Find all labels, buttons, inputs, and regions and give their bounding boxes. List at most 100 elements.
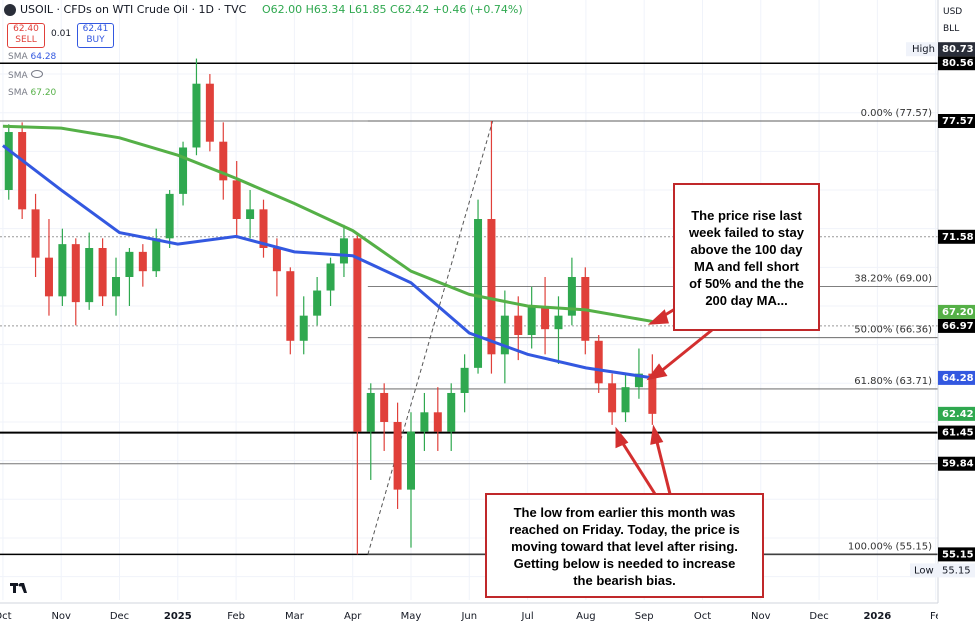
symbol-logo bbox=[4, 4, 16, 16]
buy-button[interactable]: 62.41 BUY bbox=[77, 23, 114, 48]
candle-body bbox=[393, 421, 402, 490]
candle-body bbox=[500, 315, 509, 355]
candle-body bbox=[541, 305, 550, 330]
price-tag-label: 77.57 bbox=[942, 116, 974, 127]
price-tag-label: 80.56 bbox=[942, 58, 974, 69]
price-tag bbox=[938, 304, 975, 319]
moving-average bbox=[2, 124, 653, 323]
candle-body bbox=[71, 244, 80, 303]
x-tick-label: May bbox=[401, 611, 422, 622]
buy-price: 62.41 bbox=[82, 24, 109, 34]
price-tag bbox=[938, 425, 975, 440]
x-tick-label: Nov bbox=[751, 611, 771, 622]
x-tick-label: 2026 bbox=[863, 611, 891, 622]
candle-body bbox=[125, 251, 134, 277]
candle-body bbox=[433, 412, 442, 432]
spread: 0.01 bbox=[51, 29, 72, 39]
fib-label: 100.00% (55.15) bbox=[848, 541, 932, 552]
candle-body bbox=[299, 315, 308, 341]
price-tag-label: 61.45 bbox=[942, 428, 974, 439]
indicator-legend: SMA 64.28 SMA SMA 67.20 bbox=[8, 52, 56, 106]
candle-body bbox=[608, 383, 617, 413]
low-tag-prefix: Low bbox=[914, 565, 934, 576]
indicator-name: SMA bbox=[8, 71, 28, 81]
candle-body bbox=[447, 392, 456, 432]
annotation-line: reached on Friday. Today, the price is bbox=[509, 522, 740, 537]
candle-body bbox=[567, 276, 576, 316]
candle-body bbox=[634, 373, 643, 388]
x-tick-label: Fe bbox=[930, 611, 941, 622]
low-tag-bg bbox=[910, 563, 975, 578]
x-tick-label: Jun bbox=[460, 611, 477, 622]
x-tick-label: Nov bbox=[51, 611, 71, 622]
sell-button[interactable]: 62.40 SELL bbox=[7, 23, 45, 48]
indicator-name: SMA bbox=[8, 88, 28, 98]
candle-body bbox=[4, 132, 13, 191]
x-tick-label: Sep bbox=[635, 611, 654, 622]
candle-body bbox=[460, 367, 469, 393]
candle-body bbox=[487, 219, 496, 355]
annotation-line: The price rise last bbox=[691, 208, 802, 223]
indicator-value: 64.28 bbox=[30, 52, 57, 62]
candle-body bbox=[326, 263, 335, 291]
price-tag-label: 55.15 bbox=[942, 549, 974, 560]
annotation-line: moving toward that level after rising. bbox=[511, 539, 738, 554]
x-tick-label: Oct bbox=[0, 611, 12, 622]
fib-label: 0.00% (77.57) bbox=[861, 108, 932, 119]
annotation-line: of 50% and the the bbox=[689, 276, 804, 291]
candle-body bbox=[165, 193, 174, 239]
x-tick-label: Oct bbox=[694, 611, 711, 622]
symbol-title: USOIL · CFDs on WTI Crude Oil · 1D · TVC bbox=[20, 3, 247, 16]
candle-body bbox=[138, 251, 147, 272]
candle-body bbox=[192, 83, 201, 148]
price-tag-label: 64.28 bbox=[942, 373, 974, 384]
candle-body bbox=[246, 209, 255, 220]
price-tag-label: 80.73 bbox=[942, 44, 974, 55]
moving-average bbox=[2, 144, 653, 380]
candle-body bbox=[58, 244, 67, 297]
indicator-value: 67.20 bbox=[30, 88, 57, 98]
x-tick-label: Feb bbox=[227, 611, 245, 622]
hidden-eye-icon[interactable] bbox=[30, 70, 43, 78]
quote: O62.00 H63.34 L61.85 C62.42 +0.46 (+0.74… bbox=[262, 3, 523, 16]
candle-body bbox=[514, 315, 523, 335]
candle-body bbox=[648, 373, 657, 414]
x-tick-label: 2025 bbox=[164, 611, 192, 622]
price-tag bbox=[938, 406, 975, 421]
candle-body bbox=[219, 141, 228, 181]
x-tick-label: Jul bbox=[521, 611, 534, 622]
price-tag-label: 66.97 bbox=[942, 321, 974, 332]
fib-label: 50.00% (66.36) bbox=[854, 325, 932, 336]
sell-price: 62.40 bbox=[13, 24, 39, 34]
price-tag bbox=[938, 42, 975, 57]
annotation-line: MA and fell short bbox=[694, 259, 799, 274]
x-tick-label: Mar bbox=[285, 611, 305, 622]
annotation: The price rise last week failed to stay ab… bbox=[673, 183, 820, 331]
candle-body bbox=[420, 412, 429, 432]
price-tag-label: 62.42 bbox=[942, 409, 974, 420]
indicator-name: SMA bbox=[8, 52, 28, 62]
price-tag bbox=[938, 318, 975, 333]
buy-label: BUY bbox=[86, 35, 105, 45]
price-tag-prefix: High bbox=[912, 44, 935, 55]
annotation-line: 200 day MA... bbox=[705, 293, 788, 308]
unit: BLL bbox=[943, 24, 960, 34]
candle-body bbox=[85, 248, 94, 303]
fib-label: 61.80% (63.71) bbox=[854, 376, 932, 387]
price-tag bbox=[938, 547, 975, 562]
price-tag bbox=[938, 114, 975, 129]
candle-body bbox=[406, 431, 415, 490]
annotation-line: the bearish bias. bbox=[573, 573, 676, 588]
x-tick-label: Dec bbox=[809, 611, 828, 622]
annotation-line: Getting below is needed to increase bbox=[513, 556, 736, 571]
annotation-line: week failed to stay bbox=[689, 225, 804, 240]
annotation-line: The low from earlier this month was bbox=[513, 505, 736, 520]
sell-label: SELL bbox=[15, 35, 37, 45]
low-tag-label: 55.15 bbox=[942, 565, 971, 576]
candle-body bbox=[112, 276, 121, 297]
candle-body bbox=[353, 238, 362, 432]
candle-body bbox=[44, 257, 53, 297]
trend-line bbox=[367, 120, 494, 555]
